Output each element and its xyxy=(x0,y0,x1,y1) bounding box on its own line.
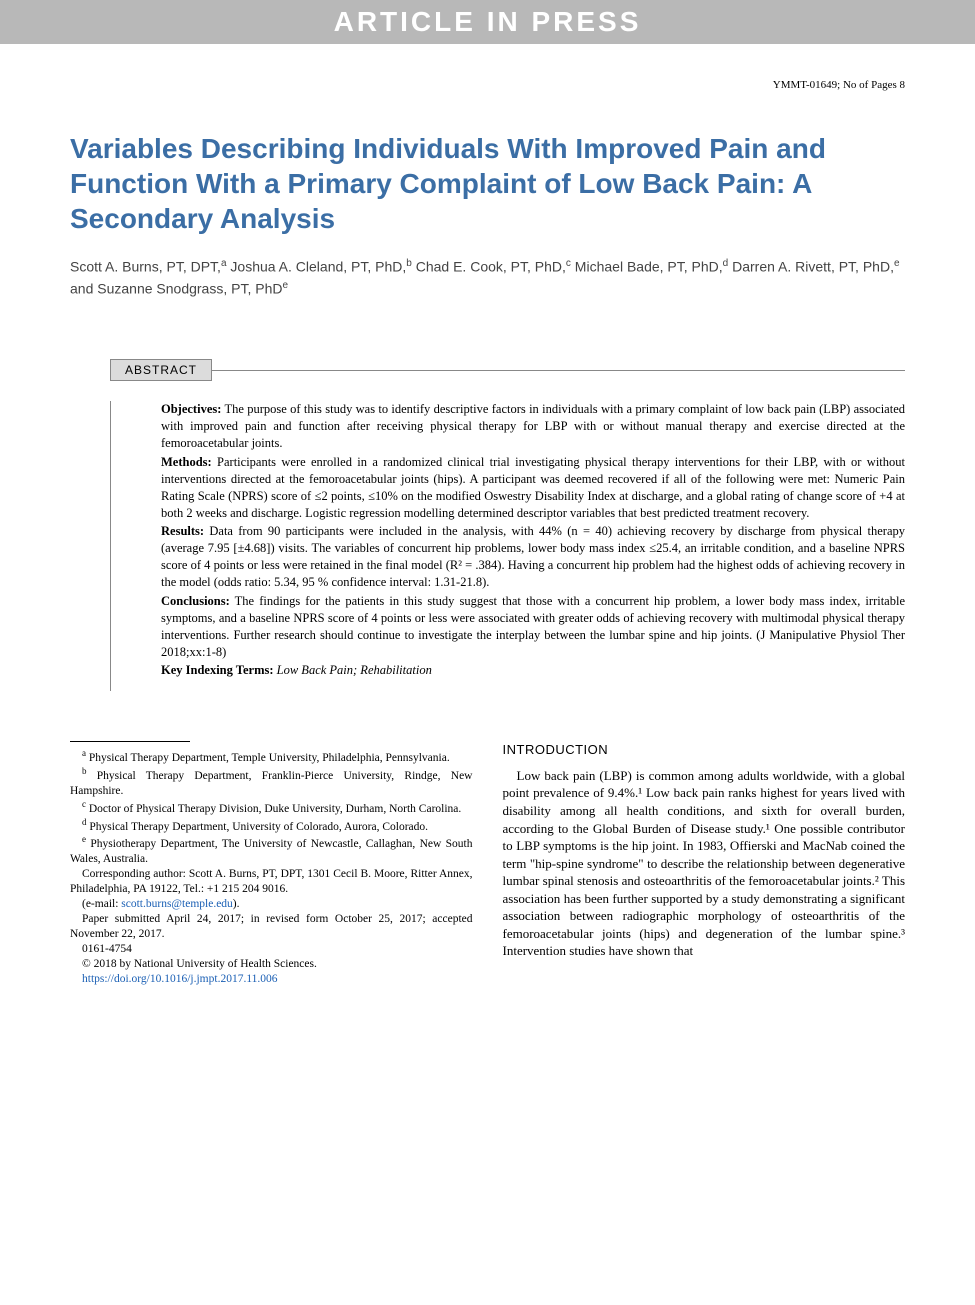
results-text: Data from 90 participants were included … xyxy=(161,524,905,589)
authors-list: Scott A. Burns, PT, DPT,a Joshua A. Clel… xyxy=(70,256,905,299)
introduction-heading: INTRODUCTION xyxy=(503,741,906,759)
methods-label: Methods: xyxy=(161,455,212,469)
abstract-label-row: ABSTRACT xyxy=(110,359,905,381)
objectives-text: The purpose of this study was to identif… xyxy=(161,402,905,450)
abstract-keywords: Key Indexing Terms: Low Back Pain; Rehab… xyxy=(161,662,905,679)
email-open: (e-mail: xyxy=(82,898,121,910)
abstract-label: ABSTRACT xyxy=(110,359,212,381)
key-terms-label: Key Indexing Terms: xyxy=(161,663,274,677)
copyright-line: © 2018 by National University of Health … xyxy=(70,957,473,972)
manuscript-reference: YMMT-01649; No of Pages 8 xyxy=(70,79,905,91)
page-content: YMMT-01649; No of Pages 8 Variables Desc… xyxy=(0,44,975,1027)
affiliation-line: b Physical Therapy Department, Franklin-… xyxy=(70,766,473,799)
paper-submitted-line: Paper submitted April 24, 2017; in revis… xyxy=(70,912,473,942)
conclusions-text: The findings for the patients in this st… xyxy=(161,594,905,659)
affiliations-block: a Physical Therapy Department, Temple Un… xyxy=(70,748,473,986)
corresponding-author: Corresponding author: Scott A. Burns, PT… xyxy=(70,867,473,897)
abstract-rule xyxy=(212,370,905,371)
abstract-body: Objectives: The purpose of this study wa… xyxy=(110,401,905,691)
issn-line: 0161-4754 xyxy=(70,942,473,957)
affiliation-line: d Physical Therapy Department, Universit… xyxy=(70,817,473,835)
email-close: ). xyxy=(233,898,240,910)
right-column: INTRODUCTION Low back pain (LBP) is comm… xyxy=(503,741,906,986)
email-link[interactable]: scott.burns@temple.edu xyxy=(121,898,233,910)
objectives-label: Objectives: xyxy=(161,402,221,416)
conclusions-label: Conclusions: xyxy=(161,594,230,608)
corresponding-email-line: (e-mail: scott.burns@temple.edu). xyxy=(70,897,473,912)
affiliation-line: a Physical Therapy Department, Temple Un… xyxy=(70,748,473,766)
article-title: Variables Describing Individuals With Im… xyxy=(70,131,905,236)
abstract-methods: Methods: Participants were enrolled in a… xyxy=(161,454,905,522)
abstract-conclusions: Conclusions: The findings for the patien… xyxy=(161,593,905,661)
methods-text: Participants were enrolled in a randomiz… xyxy=(161,455,905,520)
results-label: Results: xyxy=(161,524,204,538)
doi-line: https://doi.org/10.1016/j.jmpt.2017.11.0… xyxy=(70,972,473,987)
abstract-results: Results: Data from 90 participants were … xyxy=(161,523,905,591)
left-column: a Physical Therapy Department, Temple Un… xyxy=(70,741,473,986)
affiliations-rule xyxy=(70,741,190,742)
affiliation-line: c Doctor of Physical Therapy Division, D… xyxy=(70,799,473,817)
two-column-body: a Physical Therapy Department, Temple Un… xyxy=(70,741,905,986)
affiliation-line: e Physiotherapy Department, The Universi… xyxy=(70,834,473,867)
introduction-paragraph: Low back pain (LBP) is common among adul… xyxy=(503,767,906,960)
key-terms-text: Low Back Pain; Rehabilitation xyxy=(277,663,432,677)
article-in-press-banner: ARTICLE IN PRESS xyxy=(0,0,975,44)
doi-link[interactable]: https://doi.org/10.1016/j.jmpt.2017.11.0… xyxy=(82,973,278,985)
abstract-objectives: Objectives: The purpose of this study wa… xyxy=(161,401,905,452)
abstract-container: ABSTRACT Objectives: The purpose of this… xyxy=(110,359,905,691)
